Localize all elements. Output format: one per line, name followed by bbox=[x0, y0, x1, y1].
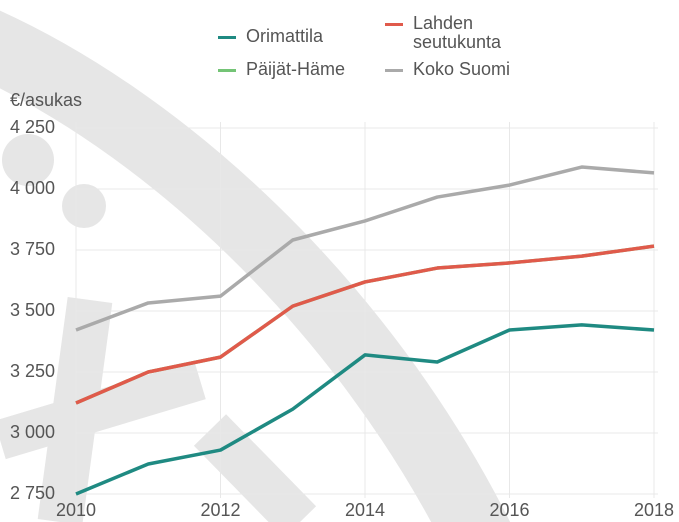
legend-item: Lahden seutukunta bbox=[385, 14, 525, 52]
y-tick-label: 4 000 bbox=[10, 178, 55, 198]
y-tick-label: 3 250 bbox=[10, 361, 55, 381]
y-tick-label: 3 000 bbox=[10, 422, 55, 442]
y-tick-label: 4 250 bbox=[10, 117, 55, 137]
watermark bbox=[0, 10, 511, 522]
legend-swatch bbox=[218, 36, 236, 39]
y-tick-label: 3 500 bbox=[10, 300, 55, 320]
legend-label: Lahden seutukunta bbox=[413, 13, 502, 52]
x-tick-label: 2010 bbox=[56, 500, 96, 520]
series-line bbox=[75, 323, 655, 496]
legend-item: Orimattila bbox=[218, 27, 323, 46]
legend-item: Päijät-Häme bbox=[218, 60, 345, 79]
legend-swatch bbox=[218, 69, 236, 72]
x-tick-label: 2012 bbox=[200, 500, 240, 520]
legend-label: Päijät-Häme bbox=[246, 59, 346, 79]
legend-swatch bbox=[385, 69, 403, 72]
series-line bbox=[75, 244, 655, 405]
legend-label: Orimattila bbox=[246, 26, 324, 46]
y-tick-label: 2 750 bbox=[10, 483, 55, 503]
y-tick-label: 3 750 bbox=[10, 239, 55, 259]
legend-label: Koko Suomi bbox=[413, 59, 511, 79]
y-axis-label: €/asukas bbox=[10, 90, 82, 110]
legend-item: Koko Suomi bbox=[385, 60, 510, 79]
x-tick-label: 2018 bbox=[634, 500, 674, 520]
series-line bbox=[75, 165, 655, 332]
legend-swatch bbox=[385, 23, 403, 26]
x-tick-label: 2014 bbox=[345, 500, 385, 520]
x-tick-label: 2016 bbox=[489, 500, 529, 520]
